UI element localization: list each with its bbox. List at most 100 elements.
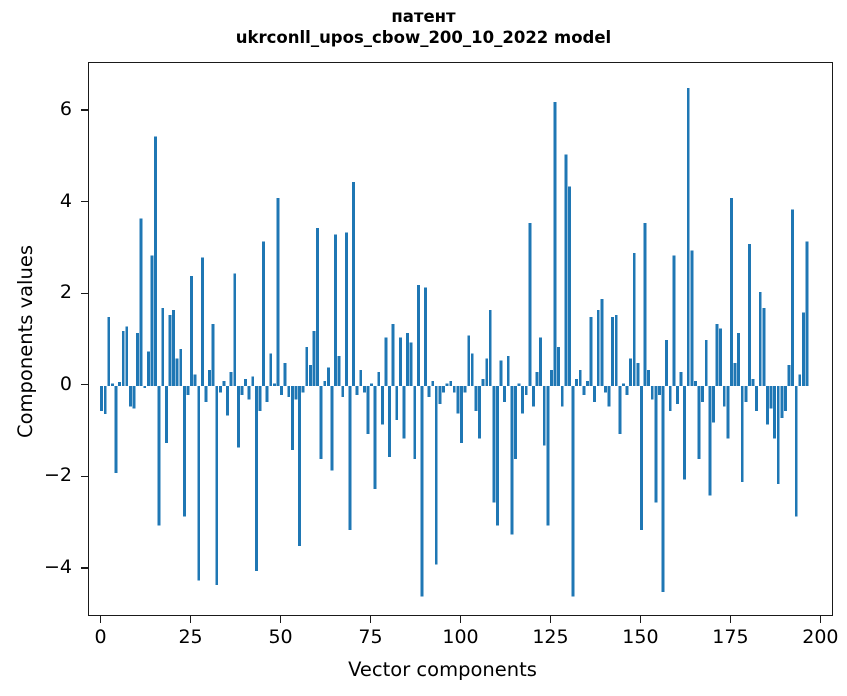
bar (265, 385, 269, 402)
bar (427, 385, 431, 398)
bar (388, 385, 391, 457)
y-tick-mark (81, 109, 88, 111)
bar (506, 356, 510, 386)
bar (233, 273, 237, 386)
bar (157, 385, 161, 526)
y-tick-label: −4 (43, 555, 72, 578)
bar (380, 385, 384, 425)
bar (175, 358, 179, 386)
bar (614, 314, 618, 386)
bar (679, 372, 683, 386)
bar (747, 243, 751, 386)
bar (672, 255, 676, 386)
bar (280, 385, 283, 395)
bar (301, 385, 305, 393)
bar (787, 365, 791, 386)
bar (514, 385, 517, 460)
bar (517, 383, 521, 386)
bar (168, 314, 172, 386)
bar (222, 381, 226, 386)
bar (550, 369, 553, 386)
bar (640, 385, 643, 531)
bar (193, 374, 197, 386)
x-tick-label: 150 (622, 626, 659, 648)
bar (794, 385, 798, 517)
x-tick-label: 175 (712, 626, 749, 648)
bar (571, 385, 575, 597)
bar (373, 385, 377, 489)
bar (650, 385, 654, 400)
bar (247, 385, 251, 400)
bar (524, 385, 528, 395)
x-tick-mark (189, 616, 192, 623)
bar (103, 385, 107, 415)
bar-series (100, 88, 809, 597)
bar (801, 312, 805, 386)
bar (751, 378, 755, 386)
bar (676, 385, 679, 405)
bar (467, 335, 471, 386)
bar (154, 136, 158, 386)
bar (765, 385, 769, 425)
bar (596, 310, 600, 386)
bar (686, 88, 690, 386)
bar (755, 385, 759, 411)
bar (182, 385, 186, 517)
bar (499, 360, 503, 386)
bar (391, 323, 395, 386)
bar (312, 330, 316, 386)
bar (204, 385, 208, 402)
bar (510, 385, 514, 535)
bar (110, 383, 114, 386)
bar (449, 381, 453, 386)
bar (420, 385, 424, 597)
y-tick-label: 4 (59, 189, 72, 212)
bar (470, 353, 474, 386)
bar (308, 365, 312, 386)
bar (377, 372, 381, 386)
bar (226, 385, 230, 416)
bar (693, 381, 697, 386)
bar (625, 385, 629, 395)
bar (251, 376, 255, 386)
bar (560, 385, 564, 407)
bar (276, 198, 280, 386)
bar (100, 385, 104, 411)
x-tick-mark (279, 616, 282, 623)
bar (146, 351, 150, 386)
bar (431, 381, 435, 386)
bar (398, 337, 402, 386)
bar (172, 310, 176, 386)
y-tick-label: 0 (59, 372, 72, 395)
y-tick-label: 2 (59, 281, 72, 304)
y-axis-label: Components values (14, 245, 37, 438)
bar (578, 369, 582, 386)
bar (632, 253, 636, 386)
bar (478, 385, 481, 439)
bar (366, 385, 370, 434)
bar (600, 298, 604, 386)
bar-series-area (89, 63, 832, 615)
x-tick-label: 100 (442, 626, 479, 648)
bar (409, 342, 413, 386)
bar (452, 385, 456, 393)
bar (334, 234, 337, 386)
bar (121, 330, 125, 386)
bar (805, 241, 809, 386)
bar (362, 385, 366, 393)
chart-title-line-1: патент (391, 7, 456, 26)
bar (337, 356, 341, 386)
y-tick-label: 6 (59, 98, 72, 121)
bar (481, 378, 485, 386)
bar (708, 385, 712, 496)
x-axis-label: Vector components (348, 658, 537, 681)
x-tick-label: 75 (358, 626, 383, 648)
bar (701, 385, 705, 402)
bar (488, 310, 492, 386)
x-tick-label: 25 (178, 626, 203, 648)
bar (236, 385, 240, 448)
bar (665, 340, 669, 386)
bar (568, 186, 571, 386)
chart-title-line-2: ukrconll_upos_cbow_200_10_2022 model (235, 28, 612, 47)
